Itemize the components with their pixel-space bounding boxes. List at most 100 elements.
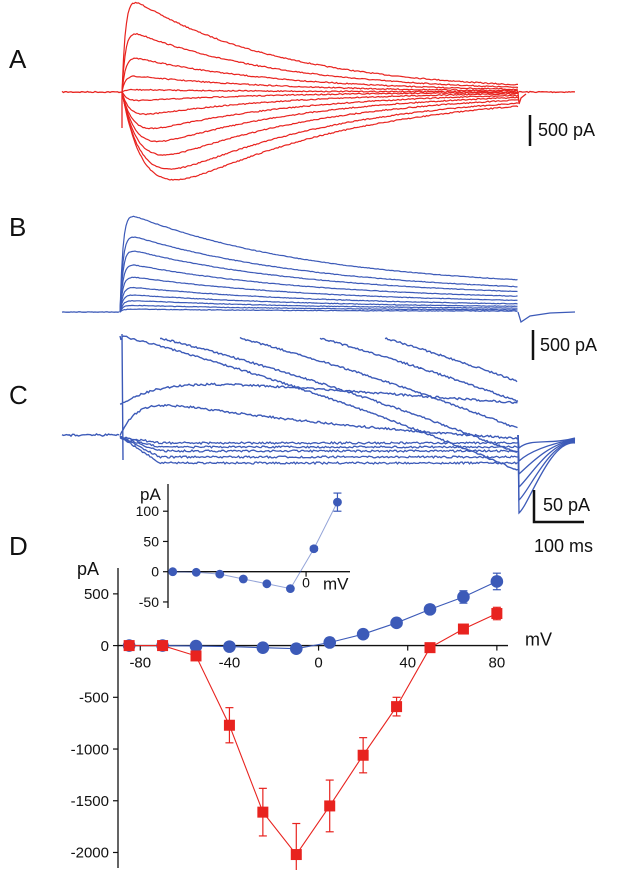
trace-c-tail-sweep — [517, 434, 576, 502]
trace-a-sweep — [121, 91, 519, 102]
iv-inset-ylabel: pA — [140, 485, 161, 504]
data-point-square — [157, 640, 169, 652]
trace-c-inward-sweep — [119, 436, 518, 454]
trace-a-sweep — [121, 32, 519, 93]
panel-b-current-traces — [61, 215, 576, 324]
trace-c-sweep — [119, 403, 519, 440]
data-point-circle — [168, 567, 178, 577]
trace-a-artifact-off — [517, 91, 527, 105]
data-point-square — [357, 749, 369, 761]
trace-c-artifact-on — [119, 333, 124, 461]
data-point-circle — [256, 641, 270, 654]
series-line — [129, 613, 498, 856]
scale-bar-c-time-label: 100 ms — [534, 536, 593, 556]
trace-c-inward-sweep — [119, 437, 518, 449]
y-tick-label: -50 — [139, 594, 159, 610]
trace-c-sweep — [239, 336, 518, 429]
scale-bar-b-label: 500 pA — [540, 335, 597, 355]
trace-b-sweep — [119, 308, 518, 313]
data-point-circle — [191, 567, 201, 577]
panel-letter-a: A — [9, 44, 27, 74]
data-point-circle — [215, 569, 225, 579]
y-tick-label: 0 — [101, 638, 109, 655]
trace-c-sweep — [159, 337, 518, 453]
scale-bar-b: 500 pA — [531, 330, 597, 360]
iv-inset-series — [168, 492, 342, 594]
data-point-square — [391, 701, 403, 713]
iv-main-xlabel: mV — [525, 630, 552, 650]
y-tick-label: -1500 — [71, 793, 109, 810]
trace-b-sweep — [119, 236, 518, 313]
trace-a-sweep — [121, 91, 519, 181]
trace-a-sweep — [121, 92, 519, 130]
iv-inset-chart: 100 50 0 -50 0 pA mV — [136, 484, 350, 610]
panel-letter-d: D — [9, 531, 28, 561]
y-tick-label: -500 — [79, 690, 109, 707]
x-tick-label: -80 — [129, 655, 151, 672]
trace-a-sweep — [121, 92, 519, 170]
data-point-circle — [423, 603, 437, 616]
iv-main-series — [122, 572, 504, 870]
data-point-circle — [333, 497, 342, 507]
data-point-circle — [457, 590, 470, 604]
series-line — [129, 580, 498, 650]
scale-bar-c: 50 pA 100 ms — [532, 490, 593, 556]
panel-letter-b: B — [9, 212, 26, 242]
trace-a-sweep — [121, 75, 519, 92]
trace-c-baseline-pre — [61, 433, 120, 438]
y-tick-label: 100 — [136, 503, 160, 519]
trace-b-tail — [517, 311, 576, 324]
trace-b-sweep — [119, 294, 518, 312]
data-point-square — [190, 650, 202, 662]
x-tick-label: 40 — [399, 655, 416, 672]
trace-c-sweep — [384, 337, 518, 383]
trace-c-sweep — [121, 335, 519, 471]
data-point-square — [457, 623, 469, 635]
data-point-circle — [285, 584, 295, 594]
data-point-square — [223, 719, 235, 731]
data-point-circle — [356, 627, 370, 641]
trace-a-sweep — [121, 91, 519, 143]
trace-c-tail-sweep — [517, 434, 576, 515]
scale-bar-a: 500 pA — [528, 115, 595, 146]
x-tick-label: 0 — [314, 655, 322, 672]
data-point-square — [491, 608, 503, 620]
trace-c-inward-sweep — [119, 437, 518, 459]
trace-c-tail-sweep — [517, 434, 576, 463]
trace-c-sweep — [119, 382, 518, 405]
x-tick-label: 80 — [489, 655, 506, 672]
trace-a-baseline-pre — [61, 90, 123, 94]
trace-a-sweep — [121, 57, 518, 93]
data-point-circle — [490, 575, 504, 588]
data-point-circle — [223, 640, 236, 653]
y-tick-label: -2000 — [71, 845, 109, 862]
panel-c-current-traces — [61, 333, 576, 515]
scale-bar-c-current-label: 50 pA — [543, 495, 590, 515]
trace-a-sweep — [121, 1, 518, 93]
trace-a-sweep — [121, 91, 519, 156]
trace-b-sweep — [119, 299, 518, 313]
scale-bar-a-label: 500 pA — [538, 120, 595, 140]
trace-b-sweep — [119, 286, 518, 313]
y-tick-label: -1000 — [71, 741, 109, 758]
trace-b-sweep — [119, 250, 518, 313]
data-point-circle — [238, 574, 248, 584]
data-point-square — [257, 806, 269, 818]
trace-b-sweep — [119, 276, 518, 313]
data-point-square — [324, 800, 336, 812]
trace-b-sweep — [119, 264, 518, 313]
x-tick-label: 0 — [302, 575, 310, 591]
trace-c-inward-sweep — [119, 435, 518, 466]
y-tick-label: 500 — [84, 586, 109, 603]
data-point-circle — [323, 636, 337, 649]
data-point-square — [290, 849, 302, 861]
trace-a-sweep — [121, 91, 519, 116]
data-point-square — [123, 640, 135, 652]
panel-a-current-traces — [61, 1, 576, 181]
data-point-circle — [289, 642, 303, 655]
data-point-circle — [262, 579, 272, 589]
y-tick-label: 50 — [143, 533, 159, 549]
